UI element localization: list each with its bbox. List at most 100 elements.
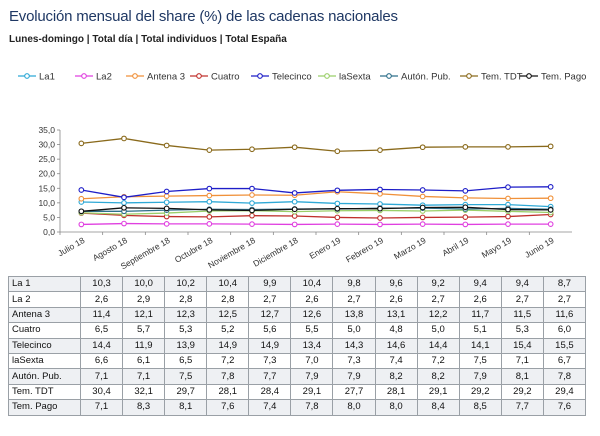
- legend-marker-aut-n-pub: [386, 73, 392, 79]
- data-point-tem-pago: [78, 208, 85, 215]
- table-cell: 11,6: [542, 306, 587, 324]
- table-cell: 7,2: [206, 352, 250, 370]
- table-cell: 12,3: [164, 306, 208, 324]
- data-point-cuatro: [206, 213, 213, 220]
- x-tick-label: Marzo 19: [392, 235, 428, 262]
- table-cell: 9,8: [332, 275, 376, 293]
- table-cell: 2,6: [290, 291, 334, 308]
- table-cell: 11,4: [79, 306, 124, 324]
- table-cell: 6,1: [122, 352, 166, 370]
- data-point-tem-pago: [163, 205, 170, 212]
- table-cell: 7,3: [248, 352, 292, 370]
- table-cell: 5,0: [332, 322, 376, 339]
- data-point-la2: [334, 221, 341, 227]
- table-row: Tem. Pago 7,1 8,3 8,1 7,6 7,4 7,8 8,0 8,0 8,4 8,5 7…: [8, 399, 587, 416]
- data-point-la2: [206, 220, 213, 227]
- data-point-tem-tdt: [547, 143, 554, 150]
- table-cell: 14,1: [458, 337, 502, 354]
- table-cell: 15,4: [500, 337, 544, 354]
- series-line-la2: [81, 222, 551, 226]
- data-point-tem-pago: [206, 207, 213, 213]
- table-cell: 5,1: [458, 322, 502, 339]
- table-cell: 5,2: [206, 322, 250, 339]
- chart-subtitle: Lunes-domingo | Total día | Total indivi…: [9, 34, 287, 45]
- row-label: Cuatro: [8, 322, 81, 339]
- data-point-telecinco: [163, 188, 170, 195]
- data-point-cuatro: [377, 215, 383, 221]
- table-cell: 9,9: [248, 275, 292, 293]
- y-axis: 0,0 5,0 10,0 15,0 20,0 25,0 30,0 35,0: [38, 125, 61, 237]
- table-cell: 28,4: [248, 383, 292, 401]
- data-point-la1: [163, 199, 170, 206]
- table-cell: 7,1: [122, 368, 166, 385]
- data-point-tem-tdt: [505, 144, 511, 150]
- data-point-telecinco: [505, 184, 511, 190]
- table-cell: 7,1: [500, 352, 544, 370]
- table-cell: 10,4: [290, 275, 334, 293]
- table-cell: 8,4: [416, 399, 460, 416]
- table-cell: 27,7: [332, 383, 376, 401]
- data-point-la1: [206, 198, 213, 205]
- legend-label-cuatro: Cuatro: [211, 71, 240, 82]
- series-line-tem-pago: [81, 206, 551, 212]
- series-line-antena-3: [81, 191, 551, 200]
- table-cell: 10,3: [79, 275, 124, 293]
- row-label: La 1: [8, 275, 81, 293]
- table-cell: 7,6: [542, 399, 587, 416]
- table-cell: 8,7: [542, 275, 587, 293]
- data-point-cuatro: [249, 212, 255, 219]
- table-cell: 5,6: [248, 322, 292, 339]
- x-tick-label: Julio 18: [56, 235, 87, 258]
- data-point-tem-tdt: [377, 147, 383, 153]
- data-point-tem-pago: [505, 206, 511, 213]
- x-tick-label: Junio 19: [523, 235, 556, 260]
- data-point-telecinco: [334, 187, 341, 194]
- row-label: Antena 3: [8, 306, 81, 324]
- y-tick-label: 15,0: [38, 183, 55, 193]
- data-point-la1: [334, 200, 341, 207]
- chart-legend: La1 La2 Antena 3 Cuatro Telecinco laSexta Autó…: [18, 71, 586, 82]
- data-point-tem-tdt: [249, 146, 255, 153]
- table-cell: 12,6: [290, 306, 334, 324]
- data-point-cuatro: [419, 214, 426, 221]
- series-line-la1: [81, 201, 551, 208]
- data-point-tem-pago: [121, 204, 127, 211]
- x-tick-label: Diciembre 18: [251, 235, 300, 269]
- table-cell: 7,4: [248, 399, 292, 416]
- data-point-antena-3: [206, 192, 213, 199]
- table-cell: 6,6: [79, 352, 124, 370]
- legend-marker-la1: [24, 73, 30, 79]
- table-cell: 10,2: [164, 275, 208, 293]
- table-cell: 14,9: [248, 337, 292, 354]
- table-cell: 29,1: [416, 383, 460, 401]
- table-cell: 12,7: [248, 306, 292, 324]
- row-label: Tem. Pago: [8, 399, 81, 416]
- data-point-cuatro: [462, 214, 469, 220]
- legend-label-lasexta: laSexta: [339, 71, 371, 82]
- table-cell: 11,7: [458, 306, 502, 324]
- y-tick-label: 5,0: [43, 212, 55, 222]
- table-cell: 32,1: [122, 383, 166, 401]
- table-cell: 2,7: [332, 291, 376, 308]
- table-cell: 2,8: [206, 291, 250, 308]
- legend-marker-telecinco: [257, 73, 263, 79]
- data-point-tem-tdt: [462, 144, 469, 150]
- table-cell: 7,8: [290, 399, 334, 416]
- series-line-tem-tdt: [81, 137, 551, 152]
- table-cell: 8,3: [122, 399, 166, 416]
- y-tick-label: 25,0: [38, 154, 55, 164]
- data-point-tem-pago: [249, 207, 255, 214]
- table-cell: 7,5: [458, 352, 502, 370]
- table-row: La 2 2,6 2,9 2,8 2,8 2,7 2,6 2,7 2,6 2,7 2,6 2,7 2,7: [8, 291, 587, 308]
- table-cell: 10,0: [122, 275, 166, 293]
- table-cell: 12,5: [206, 306, 250, 324]
- table-cell: 6,0: [542, 322, 587, 339]
- data-point-tem-tdt: [163, 142, 170, 149]
- table-cell: 29,2: [500, 383, 544, 401]
- table-row: Antena 3 11,4 12,1 12,3 12,5 12,7 12,6 13,8 13,1…: [8, 306, 587, 324]
- data-point-la2: [291, 221, 298, 228]
- table-cell: 10,4: [206, 275, 250, 293]
- table-cell: 11,5: [500, 306, 544, 324]
- data-point-tem-pago: [291, 206, 298, 213]
- data-point-la2: [121, 220, 127, 227]
